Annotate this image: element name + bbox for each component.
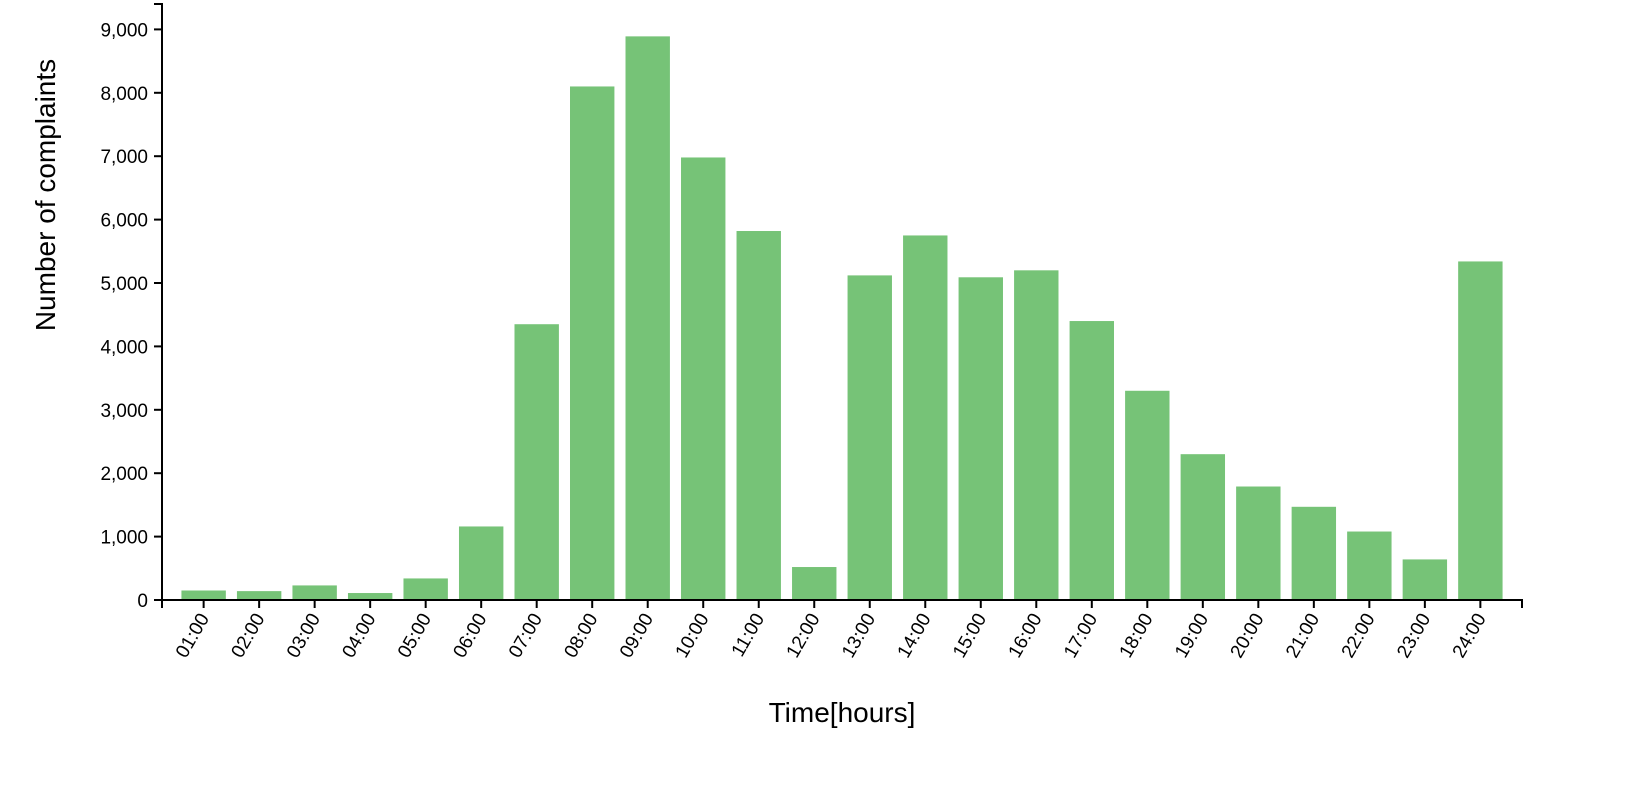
x-tick-label: 02:00 [228,610,270,662]
x-axis-line [161,599,1523,608]
bar-23:00 [1402,559,1448,600]
x-tick-label: 05:00 [394,610,436,662]
y-tick-label: 2,000 [100,464,148,485]
x-tick-label: 07:00 [505,610,547,662]
bar-24:00 [1458,261,1503,600]
bar-10:00 [681,157,726,600]
x-tick-label: 03:00 [283,610,325,662]
x-tick-label: 16:00 [1005,610,1047,662]
bar-02:00 [236,591,282,600]
y-tick-label: 0 [137,591,148,612]
bar-03:00 [292,585,337,600]
bar-05:00 [403,578,448,600]
y-axis: 0 1,000 2,000 3,000 4,000 5,000 6,000 7,000 8,00… [100,3,163,612]
bar-22:00 [1347,531,1392,600]
x-tick-label: 19:00 [1171,610,1213,662]
x-tick-label: 12:00 [783,610,825,662]
bar-06:00 [458,526,504,600]
bar-12:00 [792,567,837,600]
x-tick-label: 06:00 [450,610,492,662]
y-tick-label: 8,000 [100,84,148,105]
x-tick-label: 14:00 [894,610,936,662]
y-tick-label: 1,000 [100,528,148,549]
bar-17:00 [1069,321,1114,600]
bars-group [181,36,1503,601]
bar-01:00 [181,590,226,600]
x-tick-label: 10:00 [672,610,714,662]
y-tick-label: 4,000 [100,337,148,358]
y-axis-title: Number of complaints [30,59,61,331]
y-tick-label: 9,000 [100,20,148,41]
bar-21:00 [1291,506,1337,600]
bar-09:00 [625,36,670,601]
bar-15:00 [958,277,1003,600]
x-tick-label: 08:00 [561,610,603,662]
x-axis: 01:00 02:00 03:00 04:00 05:00 06:00 07:00 08:00… [161,599,1523,662]
bar-13:00 [847,275,892,600]
bar-18:00 [1125,390,1170,600]
x-tick-label: 17:00 [1060,610,1102,662]
bar-14:00 [903,235,948,600]
bar-16:00 [1014,270,1059,600]
x-tick-label: 01:00 [172,610,214,662]
x-tick-label: 13:00 [838,610,880,662]
x-tick-label: 21:00 [1282,610,1324,662]
bar-19:00 [1180,454,1226,600]
bar-07:00 [514,324,559,600]
bar-04:00 [347,593,393,600]
x-tick-label: 11:00 [728,610,769,660]
x-tick-label: 24:00 [1449,610,1491,662]
bar-08:00 [570,86,615,600]
y-tick-label: 5,000 [100,274,148,295]
x-tick-label: 09:00 [616,610,658,662]
y-tick-label: 7,000 [100,147,148,168]
x-tick-label: 15:00 [949,610,991,662]
bar-11:00 [736,231,781,600]
x-tick-label: 23:00 [1393,610,1435,662]
y-tick-label: 6,000 [100,211,148,232]
x-tick-label: 18:00 [1116,610,1158,662]
x-tick-label: 20:00 [1227,610,1269,662]
x-axis-title: Time[hours] [769,697,916,728]
x-tick-label: 04:00 [339,610,381,662]
x-tick-label: 22:00 [1338,610,1380,662]
bar-20:00 [1236,486,1281,600]
y-tick-label: 3,000 [100,401,148,422]
